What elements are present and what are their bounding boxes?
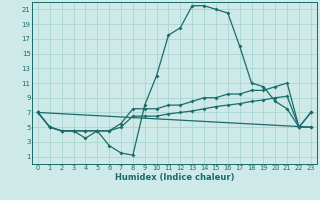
X-axis label: Humidex (Indice chaleur): Humidex (Indice chaleur) xyxy=(115,173,234,182)
